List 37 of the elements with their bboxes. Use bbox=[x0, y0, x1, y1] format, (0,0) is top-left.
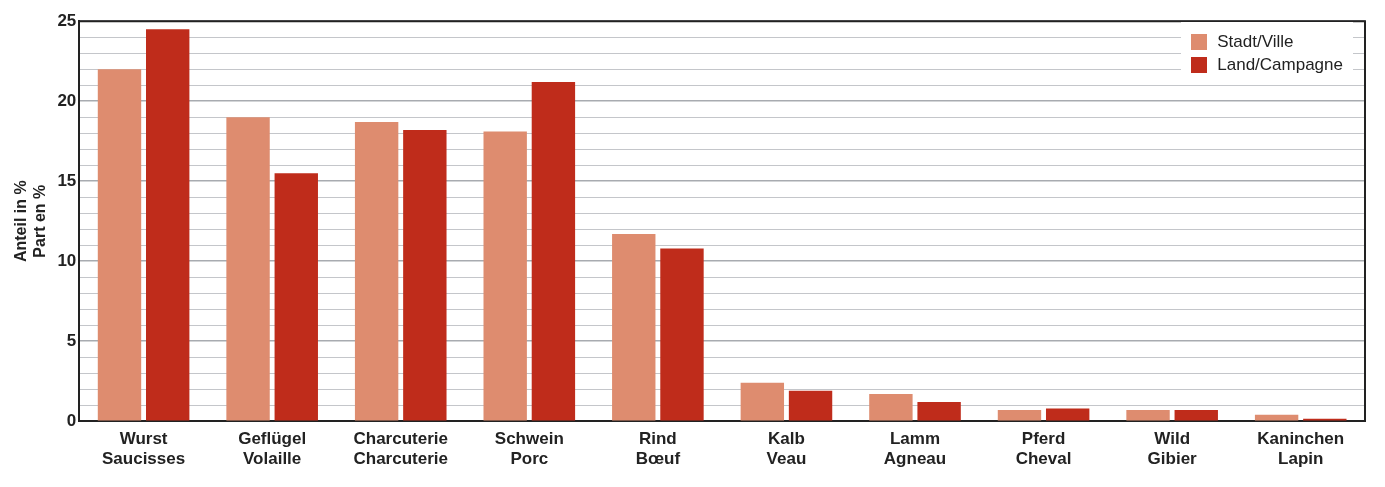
legend-label: Stadt/Ville bbox=[1217, 31, 1294, 53]
bar bbox=[788, 390, 833, 421]
bar bbox=[483, 131, 527, 421]
y-tick-label: 20 bbox=[57, 90, 77, 110]
y-tick-label: 0 bbox=[66, 410, 77, 430]
x-tick-label: Kalb Veau bbox=[766, 429, 807, 469]
bar bbox=[1045, 408, 1090, 421]
x-tick-label: Kaninchen Lapin bbox=[1257, 429, 1345, 469]
x-tick-label: Lamm Agneau bbox=[883, 429, 947, 469]
bar bbox=[274, 173, 318, 421]
x-tick-label: Charcuterie Charcuterie bbox=[353, 429, 448, 469]
bar bbox=[917, 402, 961, 421]
x-tick-label: Pferd Cheval bbox=[1015, 429, 1072, 469]
bar bbox=[740, 382, 785, 421]
bar bbox=[403, 130, 447, 421]
x-tick-label: Wild Gibier bbox=[1147, 429, 1198, 469]
x-tick-label: Rind Bœuf bbox=[635, 429, 681, 469]
y-axis-title: Anteil in % Part en % bbox=[12, 180, 49, 263]
bar bbox=[1174, 410, 1218, 421]
x-tick-label: Schwein Porc bbox=[494, 429, 564, 469]
bar bbox=[97, 69, 142, 421]
x-tick-label: Wurst Saucisses bbox=[102, 429, 186, 469]
x-tick-label: Geflügel Volaille bbox=[238, 429, 307, 469]
bar bbox=[1126, 410, 1170, 421]
y-tick-label: 5 bbox=[66, 330, 77, 350]
legend-label: Land/Campagne bbox=[1217, 54, 1343, 76]
y-tick-label: 15 bbox=[57, 170, 77, 190]
bar bbox=[997, 410, 1042, 421]
bar bbox=[660, 248, 704, 421]
y-tick-label: 25 bbox=[57, 10, 77, 30]
bar bbox=[531, 82, 576, 421]
bar bbox=[612, 234, 656, 421]
bar bbox=[226, 117, 270, 421]
bar bbox=[869, 394, 913, 421]
bar bbox=[146, 29, 190, 421]
bar bbox=[354, 122, 399, 421]
y-tick-label: 10 bbox=[57, 250, 77, 270]
